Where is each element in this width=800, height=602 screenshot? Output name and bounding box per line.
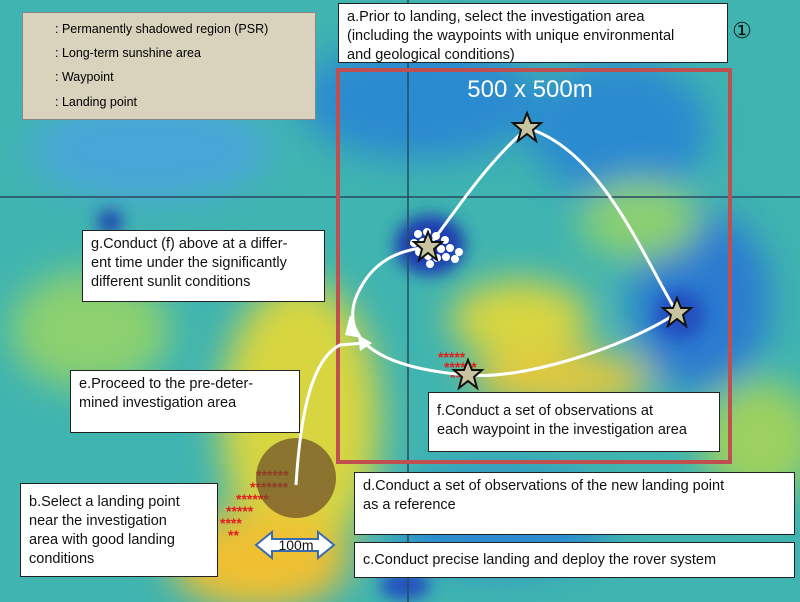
annotation-line: g.Conduct (f) above at a differ- [91,236,288,252]
annotation-line: different sunlit conditions [91,274,251,290]
legend-item: : Permanently shadowed region (PSR) [55,22,269,36]
svg-text:*****: ***** [226,503,254,519]
arrow-head [345,315,362,338]
annotation-line: and geological conditions) [347,47,515,63]
annotation-line: c.Conduct precise landing and deploy the… [363,552,717,568]
waypoints [411,110,694,391]
annotation-line: each waypoint in the investigation area [437,422,687,438]
annotation-box: d.Conduct a set of observations of the n… [354,472,795,535]
annotation-box: a.Prior to landing, select the investiga… [338,3,728,63]
annotation-line: near the investigation [29,513,167,529]
annotation-box: b.Select a landing point near the investi… [20,483,218,577]
annotation-box: f.Conduct a set of observations at each w… [428,392,720,452]
annotation-box: c.Conduct precise landing and deploy the… [354,542,795,578]
annotation-line: as a reference [363,497,456,513]
annotation-line: d.Conduct a set of observations of the n… [363,478,725,494]
annotation-line: conditions [29,551,95,567]
annotation-box: e.Proceed to the pre-deter-mined investi… [70,370,300,433]
svg-text:*****: ***** [438,349,466,365]
legend: : Permanently shadowed region (PSR) : Lo… [22,12,316,120]
annotation-line: mined investigation area [79,395,237,411]
approach-path [294,341,366,486]
legend-item: : Landing point [55,95,138,109]
annotation-line: f.Conduct a set of observations at [437,403,654,419]
annotation-line: ent time under the significantly [91,255,287,271]
annotation-line: e.Proceed to the pre-deter- [79,376,254,392]
annotation-line: a.Prior to landing, select the investiga… [347,9,645,25]
scale-arrow [254,529,336,561]
step-marker: ① [732,18,752,43]
annotation-line: b.Select a landing point [29,494,180,510]
legend-item: : Waypoint [55,70,114,84]
investigation-area [336,68,732,464]
svg-text:****: **** [220,515,242,531]
annotation-box: g.Conduct (f) above at a differ-ent time… [82,230,325,302]
arrow-head [358,335,372,351]
legend-item: : Long-term sunshine area [55,46,201,60]
area-label: 500 x 500m [467,76,592,103]
annotation-line: (including the waypoints with unique env… [347,28,675,44]
svg-text:**: ** [228,527,239,543]
annotation-line: area with good landing [29,532,175,548]
scale-label: 100m [278,537,313,553]
